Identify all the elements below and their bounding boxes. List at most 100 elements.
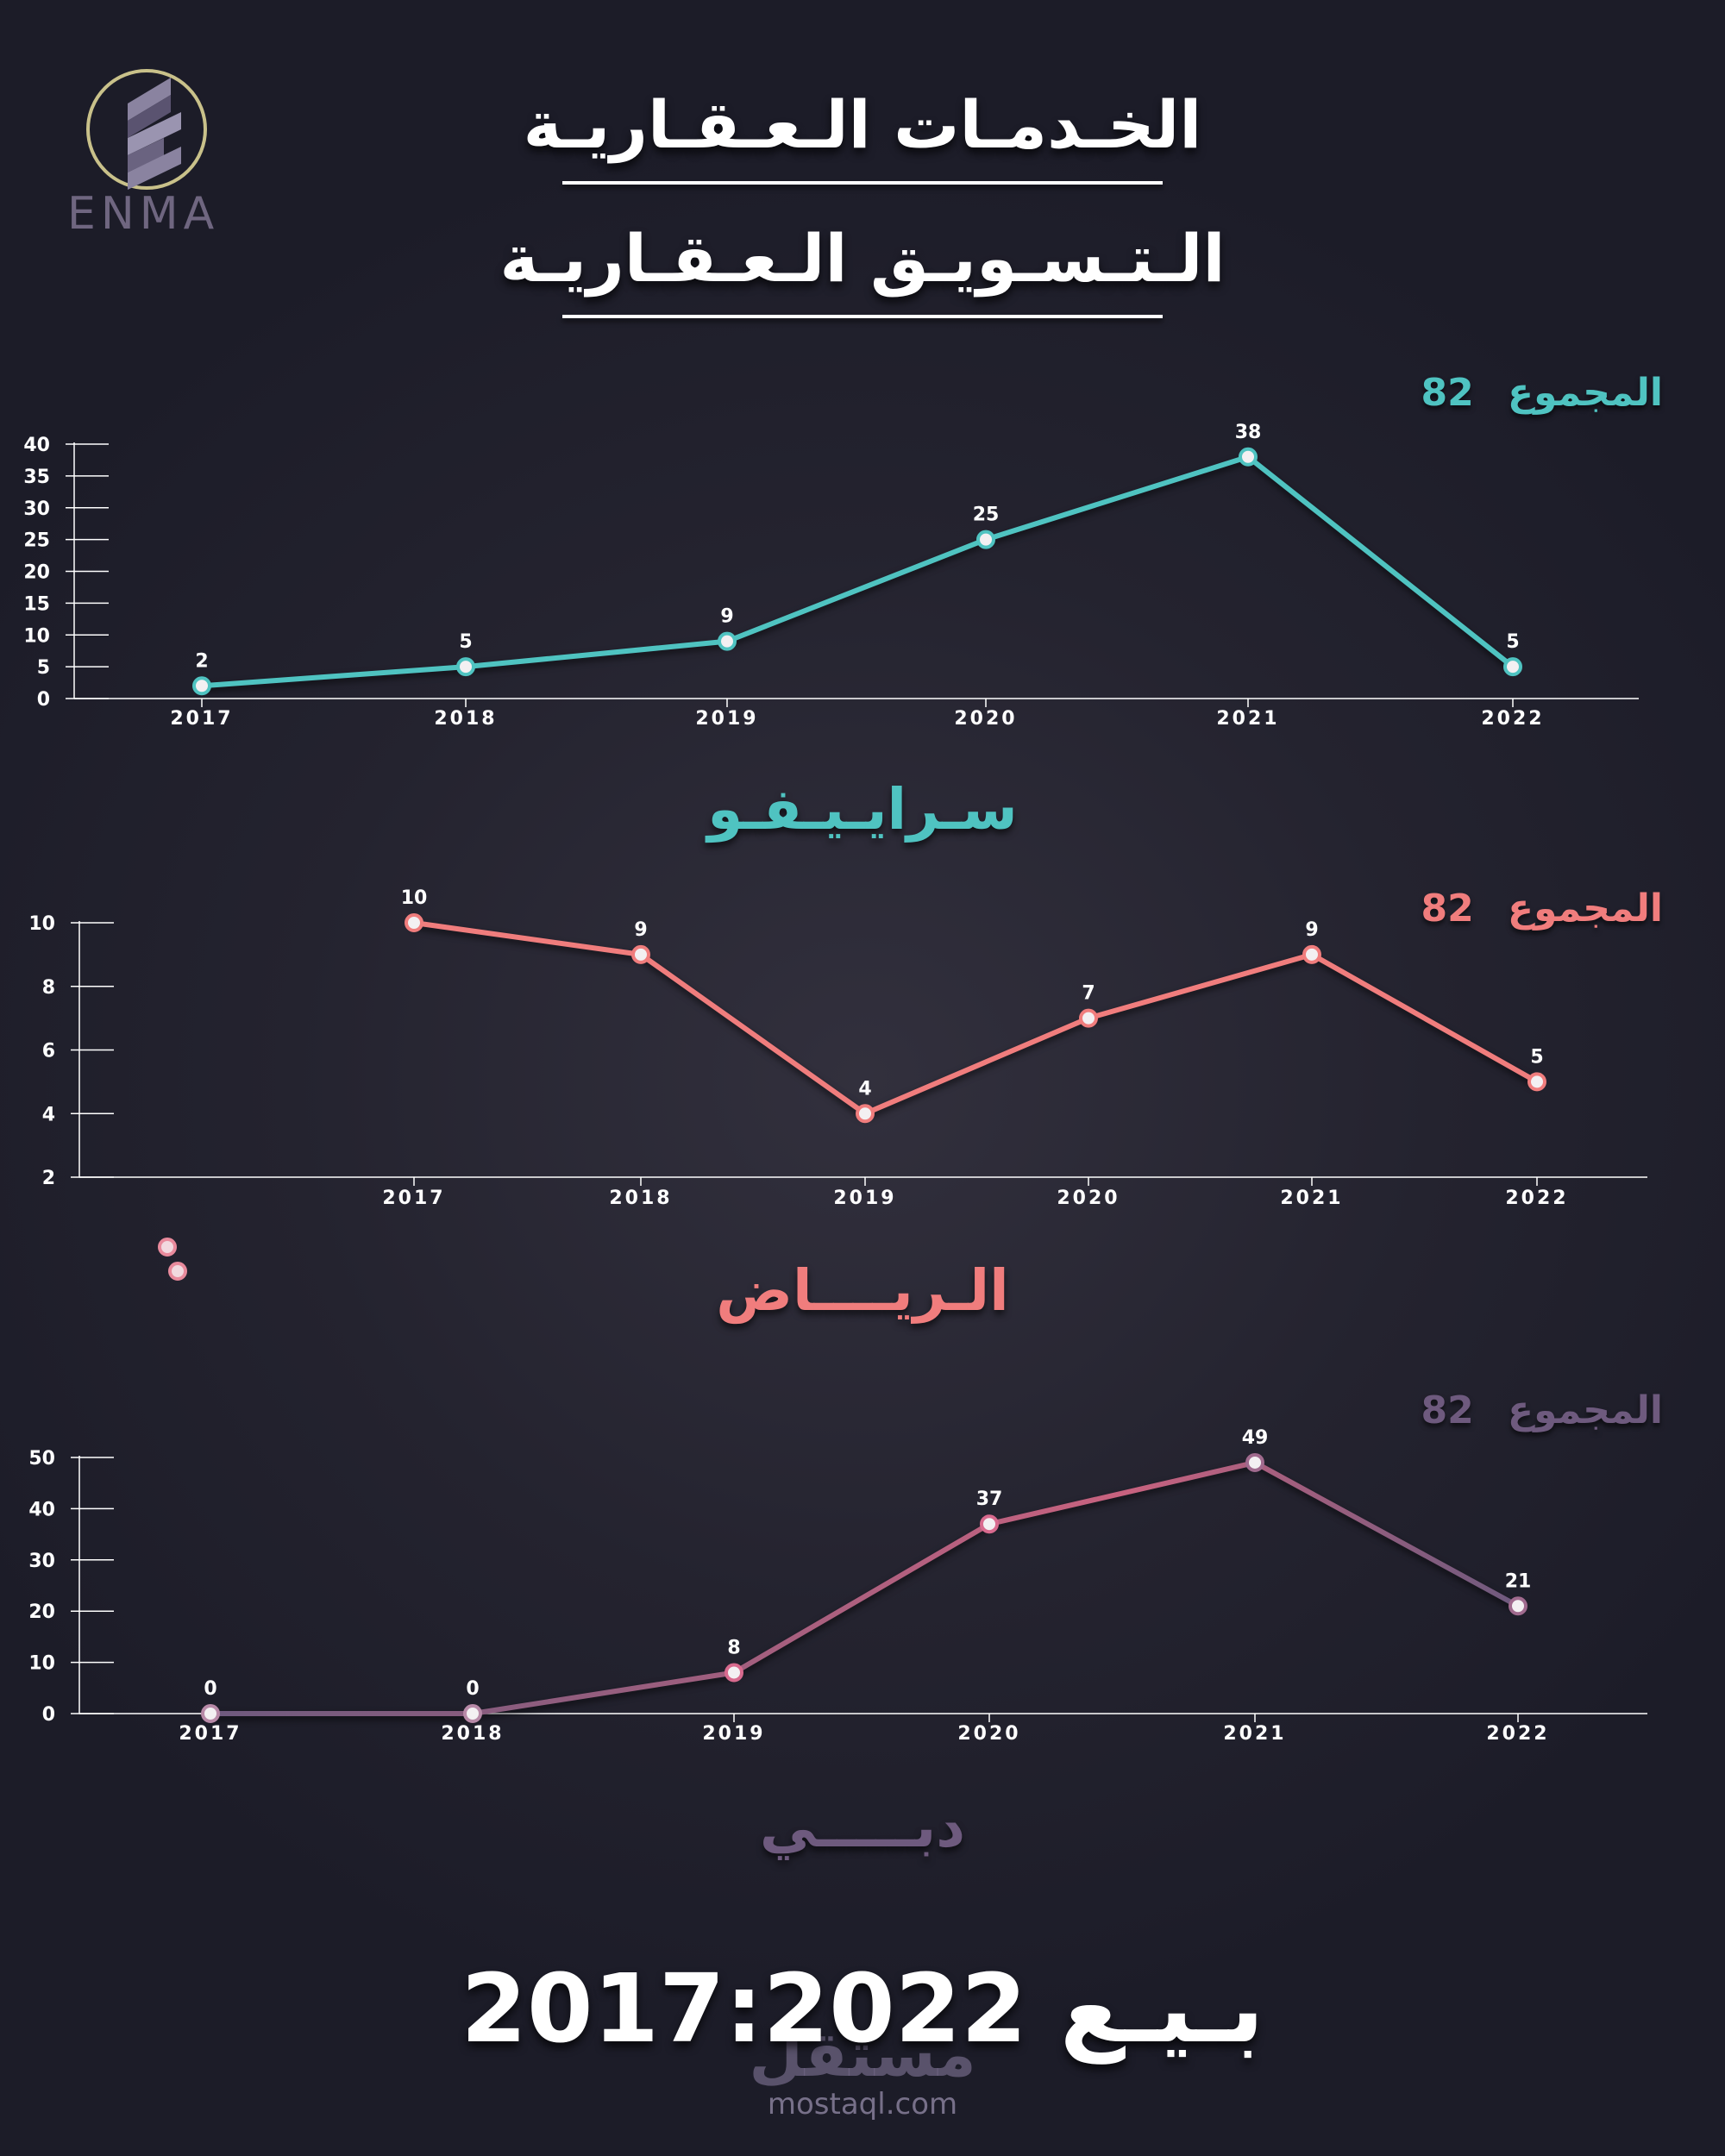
data-label: 0 [204, 1678, 216, 1700]
chart2-total-value: 82 [1421, 887, 1474, 931]
data-point [1302, 944, 1321, 964]
x-tick-label: 2022 [1486, 1723, 1549, 1745]
data-label: 21 [1505, 1570, 1532, 1592]
watermark-url: mostaql.com [767, 2087, 958, 2122]
series-line [413, 920, 1539, 1117]
y-tick-label: 10 [28, 1653, 55, 1675]
data-label: 25 [973, 505, 1000, 526]
y-tick-label: 10 [23, 625, 50, 647]
watermark-arabic: مستقل [749, 2018, 976, 2090]
chart1-total-label: المجموع [1508, 371, 1663, 415]
data-point [718, 631, 737, 651]
x-tick-label: 2019 [695, 708, 758, 730]
x-tick-label: 2017 [179, 1723, 242, 1745]
data-label: 0 [466, 1678, 479, 1700]
y-tick-label: 10 [28, 913, 55, 935]
data-point [856, 1104, 875, 1124]
chart3-total-value: 82 [1421, 1388, 1474, 1432]
data-label: 9 [1305, 919, 1318, 941]
data-point [1503, 657, 1522, 677]
data-point [724, 1663, 743, 1683]
chart3-total: المجموع 82 [1421, 1388, 1663, 1432]
x-tick-label: 2018 [441, 1723, 504, 1745]
x-tick-label: 2022 [1505, 1188, 1568, 1209]
city-label-sarajevo: سـرايـيـفـو [707, 776, 1018, 843]
y-tick-label: 5 [37, 657, 50, 679]
y-tick-label: 0 [42, 1704, 55, 1726]
chart3-total-label: المجموع [1508, 1388, 1663, 1432]
data-point [456, 657, 475, 677]
series-line [201, 454, 1515, 689]
page-title: الخـدمـات الـعـقـاريـة [523, 86, 1202, 163]
data-label: 49 [1242, 1427, 1269, 1449]
data-point [1079, 1008, 1098, 1028]
enma-logo [86, 69, 207, 190]
x-tick-label: 2019 [702, 1723, 765, 1745]
x-tick-label: 2022 [1481, 708, 1544, 730]
x-tick-label: 2021 [1216, 708, 1279, 730]
data-point [201, 1704, 220, 1723]
y-tick-label: 30 [28, 1551, 55, 1572]
data-point [1527, 1072, 1546, 1092]
data-label: 5 [459, 631, 472, 653]
y-tick-label: 40 [23, 435, 50, 456]
data-label: 37 [976, 1489, 1003, 1510]
data-point [1245, 1452, 1264, 1472]
chart-dubai: 0 10 20 30 40 50 2017 2018 2019 2020 2021 2022 0 0 8 37… [28, 1427, 1647, 1745]
stray-markers [158, 1238, 187, 1281]
x-tick-label: 2018 [434, 708, 497, 730]
chart2-total: المجموع 82 [1421, 887, 1663, 931]
data-label: 8 [727, 1637, 740, 1658]
data-label: 5 [1530, 1046, 1543, 1068]
y-tick-label: 35 [23, 467, 50, 488]
y-tick-label: 8 [42, 977, 55, 999]
data-point [1239, 447, 1258, 467]
x-tick-label: 2017 [382, 1188, 445, 1209]
x-tick-label: 2018 [609, 1188, 672, 1209]
y-tick-label: 6 [42, 1041, 55, 1062]
footer-title: بـيـع 2017:2022 [461, 1953, 1264, 2064]
logo-text: ENMA [67, 188, 220, 240]
data-point [976, 530, 995, 549]
y-tick-label: 25 [23, 530, 50, 552]
page-subtitle: الـتـسـويـق الـعـقـاريـة [499, 220, 1226, 297]
data-label: 5 [1506, 631, 1519, 653]
y-tick-label: 50 [28, 1448, 55, 1470]
x-tick-label: 2017 [170, 708, 233, 730]
x-tick-label: 2021 [1280, 1188, 1343, 1209]
y-tick-label: 20 [23, 562, 50, 584]
chart-riyadh: 2 4 6 8 10 2017 2018 2019 2020 2021 2022 10 9 4 7 9 5 [28, 887, 1647, 1209]
y-tick-label: 20 [28, 1601, 55, 1623]
data-point [463, 1704, 482, 1723]
data-point [192, 676, 211, 696]
series-line [210, 1459, 1520, 1716]
x-tick-label: 2020 [1057, 1188, 1120, 1209]
data-point [631, 944, 650, 964]
city-label-riyadh: الـريــــاض [716, 1257, 1009, 1324]
chart1-total: المجموع 82 [1421, 371, 1663, 415]
x-tick-label: 2021 [1223, 1723, 1286, 1745]
data-point [1509, 1596, 1527, 1616]
data-label: 2 [195, 650, 208, 672]
y-tick-label: 15 [23, 593, 50, 615]
y-tick-label: 0 [37, 689, 50, 711]
data-label: 7 [1082, 983, 1095, 1005]
x-tick-label: 2020 [954, 708, 1017, 730]
chart2-total-label: المجموع [1508, 887, 1663, 931]
y-tick-label: 30 [23, 498, 50, 520]
city-label-dubai: دبـــــي [759, 1794, 966, 1860]
data-point [405, 913, 423, 932]
chart1-total-value: 82 [1421, 371, 1474, 415]
x-tick-label: 2019 [833, 1188, 896, 1209]
data-label: 9 [634, 919, 647, 941]
subtitle-underline [562, 315, 1163, 318]
y-tick-label: 4 [42, 1104, 55, 1125]
y-tick-label: 40 [28, 1499, 55, 1520]
data-label: 9 [720, 606, 733, 628]
data-label: 38 [1235, 422, 1262, 443]
x-tick-label: 2020 [957, 1723, 1020, 1745]
data-label: 10 [401, 887, 428, 909]
data-label: 4 [858, 1078, 871, 1100]
y-tick-label: 2 [42, 1168, 55, 1189]
